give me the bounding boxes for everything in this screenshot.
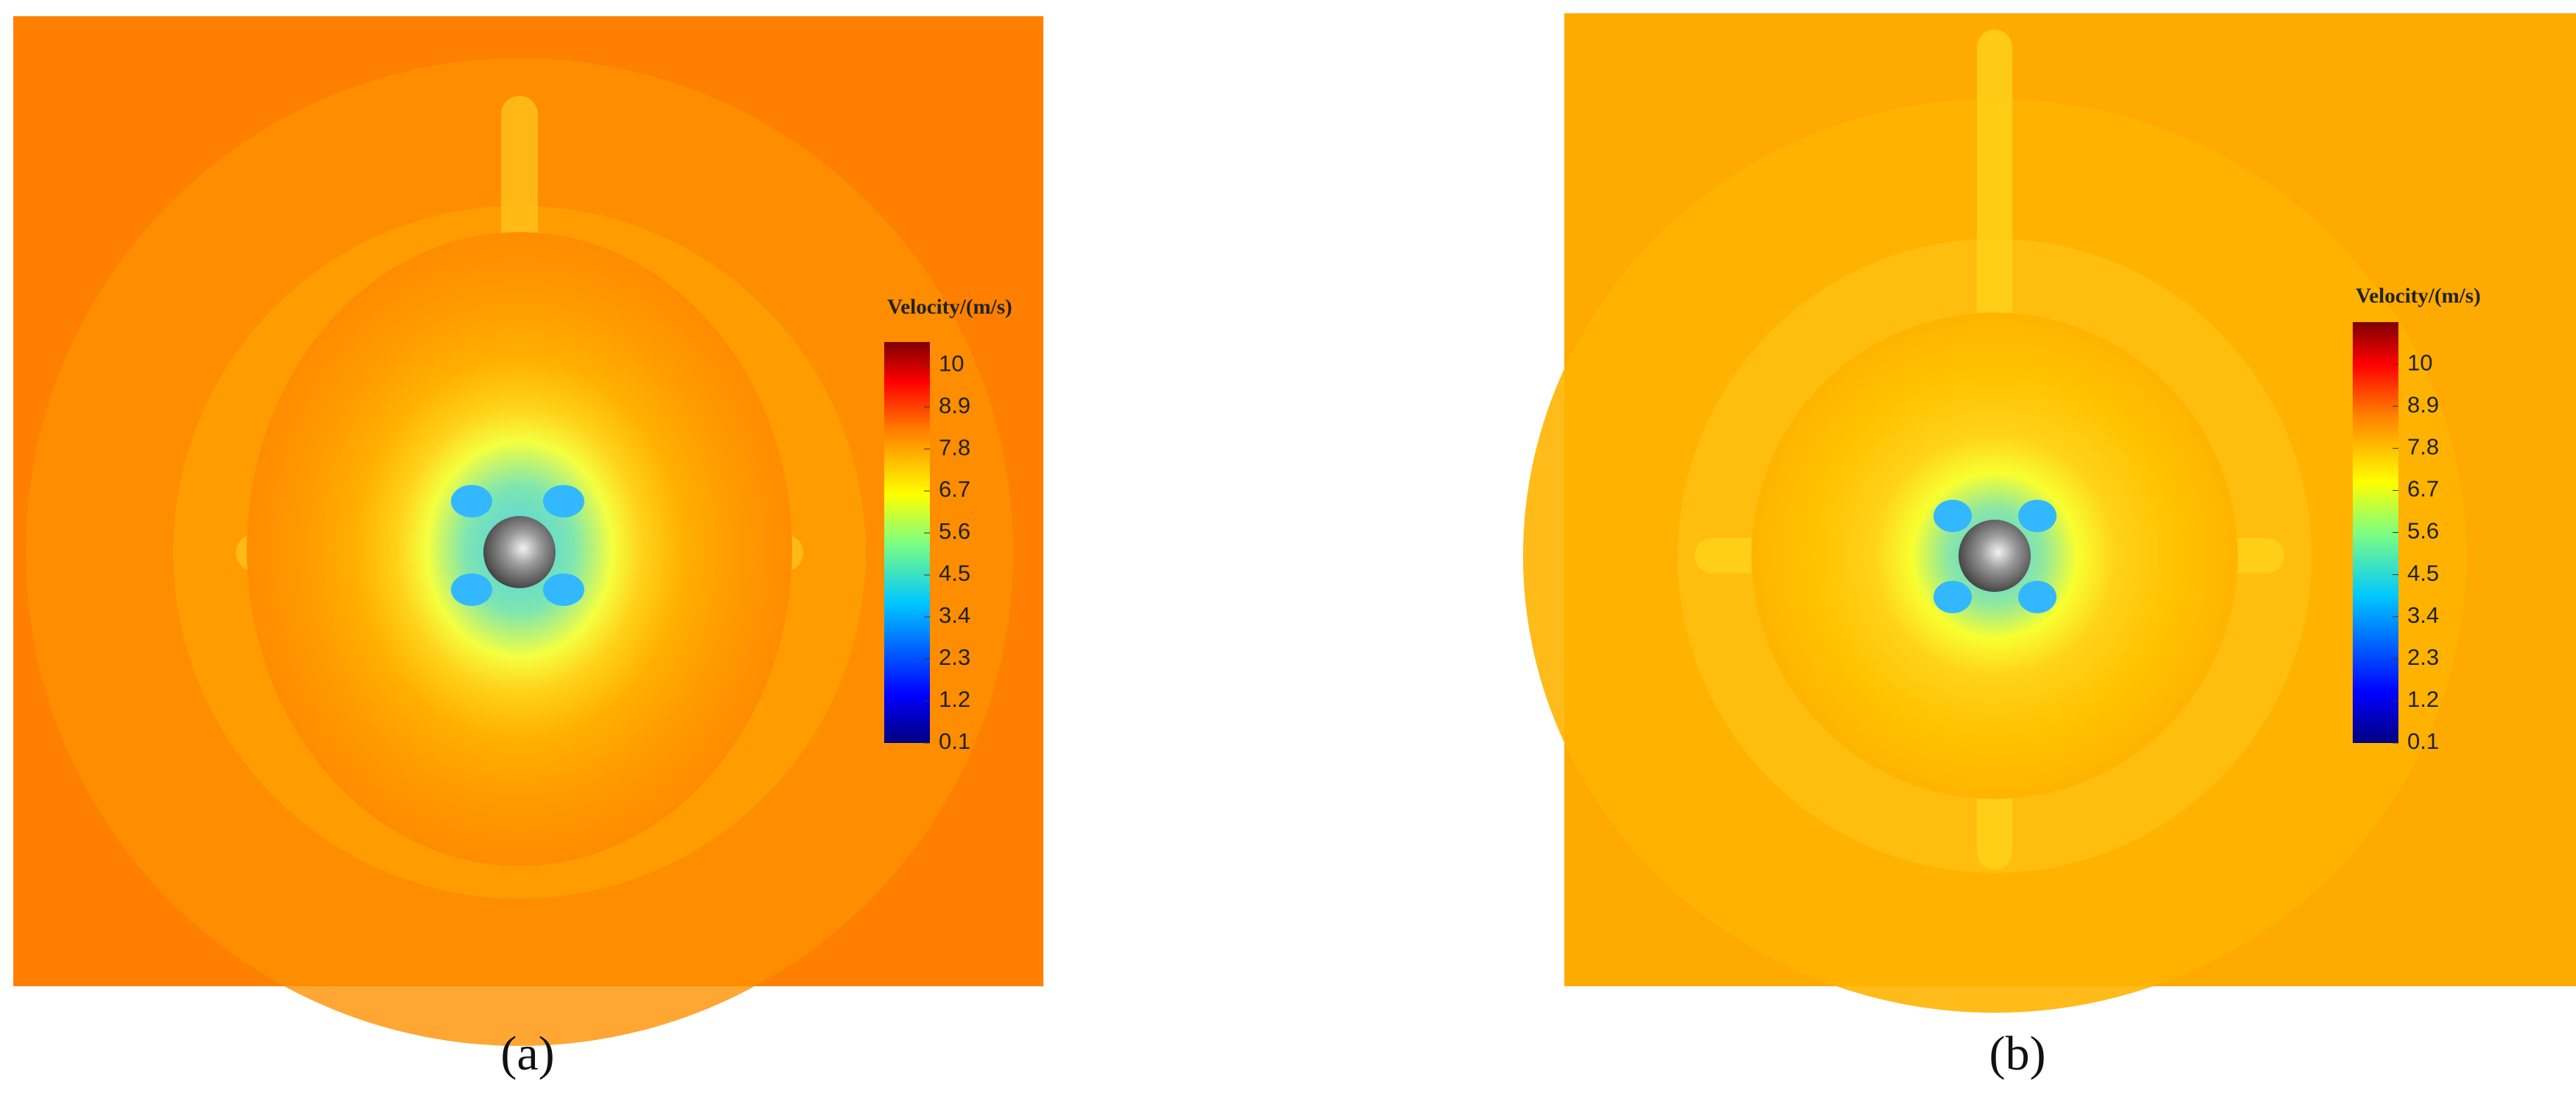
colorbar-tick-label: 5.6 <box>939 518 970 544</box>
colorbar-tick-label: 0.1 <box>939 728 970 754</box>
colorbar-tick-label: 3.4 <box>939 602 970 628</box>
contour-field <box>1523 13 2576 1013</box>
colorbar-title: Velocity/(m/s) <box>887 296 1012 319</box>
contour-field <box>13 16 1043 1046</box>
panel-label: (a) <box>500 1027 554 1081</box>
colorbar-tick-label: 3.4 <box>2407 602 2439 628</box>
panel-label: (b) <box>1989 1027 2046 1081</box>
colorbar-tick-label: 6.7 <box>939 476 970 502</box>
colorbar <box>884 342 930 743</box>
colorbar-tick-label: 1.2 <box>939 686 970 712</box>
colorbar-tick-label: 10 <box>2407 349 2432 375</box>
colorbar-tick-label: 10 <box>939 350 964 376</box>
colorbar-tick-label: 1.2 <box>2407 686 2439 712</box>
colorbar-tick-label: 7.8 <box>2407 433 2439 459</box>
colorbar-tick-label: 2.3 <box>2407 644 2439 670</box>
colorbar-tick-label: 0.1 <box>2407 728 2439 754</box>
colorbar <box>2353 322 2398 743</box>
colorbar-title: Velocity/(m/s) <box>2356 285 2481 308</box>
colorbar-tick-label: 8.9 <box>939 392 970 418</box>
colorbar-tick-label: 6.7 <box>2407 476 2439 502</box>
colorbar-tick-label: 8.9 <box>2407 391 2439 417</box>
colorbar-tick-label: 7.8 <box>939 434 970 460</box>
colorbar-tick-label: 4.5 <box>939 560 970 586</box>
colorbar-tick-label: 5.6 <box>2407 518 2439 544</box>
colorbar-tick-label: 4.5 <box>2407 560 2439 586</box>
colorbar-tick-label: 2.3 <box>939 644 970 670</box>
